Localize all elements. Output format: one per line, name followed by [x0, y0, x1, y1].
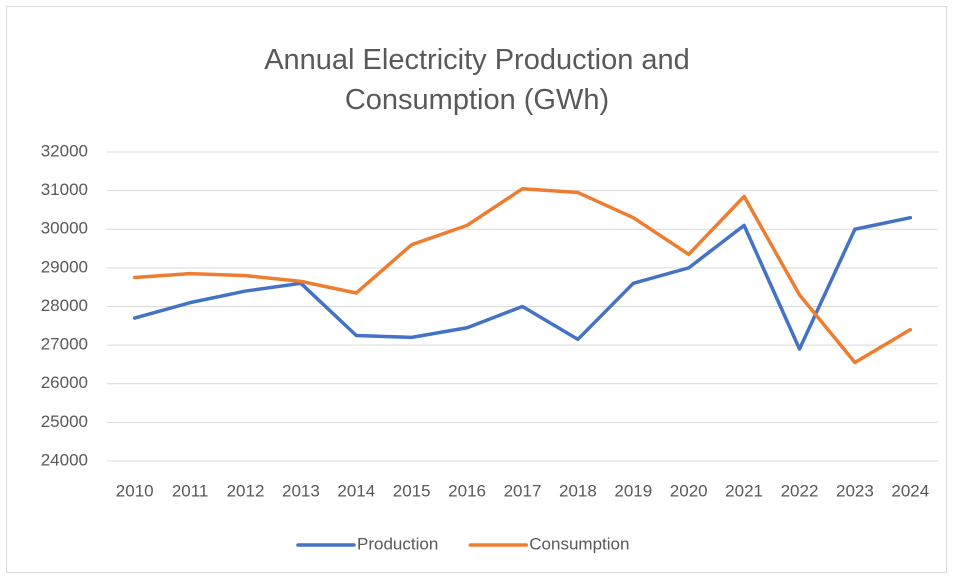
- y-tick-label: 26000: [41, 373, 88, 392]
- x-tick-label: 2018: [559, 481, 597, 500]
- x-tick-label: 2015: [393, 481, 431, 500]
- chart-border: [6, 6, 947, 573]
- x-tick-label: 2017: [504, 481, 542, 500]
- x-tick-label: 2023: [836, 481, 874, 500]
- chart-title: Annual Electricity Production and Consum…: [264, 44, 690, 116]
- legend-label: Production: [357, 534, 438, 553]
- x-tick-label: 2011: [172, 481, 209, 500]
- y-tick-label: 29000: [41, 257, 88, 276]
- x-tick-label: 2010: [116, 481, 154, 500]
- x-tick-label: 2012: [227, 481, 265, 500]
- y-tick-label: 32000: [41, 141, 88, 160]
- legend-label: Consumption: [529, 534, 629, 553]
- x-tick-label: 2024: [891, 481, 929, 500]
- y-tick-label: 30000: [41, 219, 88, 238]
- x-tick-label: 2014: [337, 481, 375, 500]
- x-tick-label: 2021: [725, 481, 763, 500]
- y-tick-label: 31000: [41, 180, 88, 199]
- y-tick-label: 27000: [41, 335, 88, 354]
- x-tick-label: 2013: [282, 481, 320, 500]
- y-tick-label: 28000: [41, 296, 88, 315]
- y-tick-label: 24000: [41, 450, 88, 469]
- line-series: [132, 186, 913, 365]
- line-series: [132, 215, 913, 351]
- y-tick-label: 25000: [41, 412, 88, 431]
- x-tick-label: 2020: [670, 481, 708, 500]
- x-tick-label: 2016: [448, 481, 486, 500]
- x-tick-label: 2019: [614, 481, 652, 500]
- x-tick-label: 2022: [781, 481, 819, 500]
